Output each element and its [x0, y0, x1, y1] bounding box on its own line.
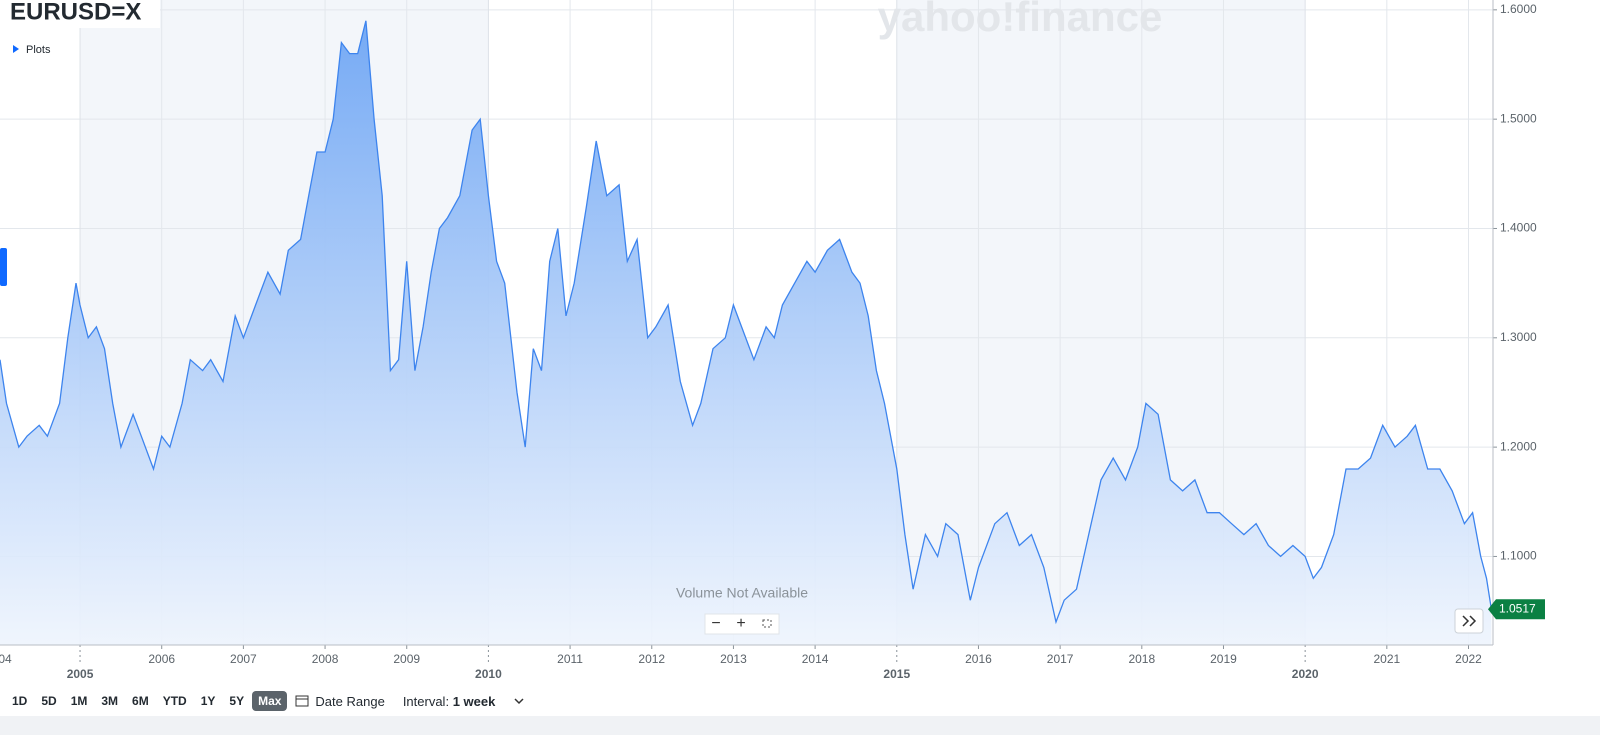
- y-tick-label: 1.2000: [1500, 439, 1537, 453]
- calendar-icon: [295, 695, 309, 707]
- x-tick-label: 2014: [802, 652, 829, 666]
- chart: yahoo!finance EURUSD=X Plots Volume Not …: [0, 0, 1545, 681]
- x-tick-label: 2009: [393, 652, 420, 666]
- range-button[interactable]: 1M: [70, 694, 88, 708]
- x-tick-label: 2021: [1373, 652, 1400, 666]
- side-tab[interactable]: [0, 248, 7, 286]
- interval-label: Interval:: [402, 693, 450, 709]
- x-tick-label-major: 2015: [883, 667, 910, 681]
- x-tick-label: 2008: [312, 652, 339, 666]
- fullscreen[interactable]: [762, 619, 772, 628]
- price-line: [0, 20, 1493, 625]
- range-button[interactable]: 5Y: [229, 694, 245, 708]
- zoom-controls: [704, 613, 780, 635]
- x-tick-label-major: 2020: [1292, 667, 1319, 681]
- y-tick-label: 1.3000: [1500, 330, 1537, 344]
- plots-arrow[interactable]: [13, 45, 19, 53]
- x-tick-label: 2004: [0, 652, 12, 666]
- plots-toggle[interactable]: Plots: [26, 44, 51, 56]
- range-button[interactable]: Max: [252, 691, 288, 711]
- x-tick-label: 2006: [148, 652, 175, 666]
- x-tick-label: 2016: [965, 652, 992, 666]
- range-button[interactable]: 6M: [132, 694, 149, 708]
- x-tick-label: 2022: [1455, 652, 1482, 666]
- range-button[interactable]: 3M: [101, 694, 119, 708]
- chevron: [514, 697, 524, 704]
- zoom-out[interactable]: −: [711, 615, 720, 632]
- interval-value: 1 week: [452, 693, 496, 709]
- bottom-strip: [0, 716, 1600, 735]
- x-tick-label: 2019: [1210, 652, 1237, 666]
- watermark: yahoo!finance: [878, 0, 1163, 40]
- x-tick-label: 2011: [557, 652, 583, 666]
- range-button[interactable]: YTD: [162, 694, 187, 708]
- date-range-label: Date Range: [315, 693, 385, 709]
- last-price-tag: [1488, 599, 1545, 620]
- interval-dropdown[interactable]: [495, 694, 525, 709]
- symbol-title: EURUSD=X: [10, 0, 141, 25]
- x-tick-label: 2007: [230, 652, 257, 666]
- x-tick-label-major: 2010: [475, 667, 502, 681]
- range-button[interactable]: 1Y: [200, 694, 216, 708]
- x-tick-label: 2017: [1047, 652, 1074, 666]
- interval[interactable]: Interval: 1 week: [403, 694, 496, 709]
- area-fill: [0, 20, 1492, 646]
- y-tick-label: 1.4000: [1500, 221, 1537, 235]
- y-tick-label: 1.6000: [1500, 2, 1537, 16]
- y-tick-label: 1.5000: [1500, 111, 1537, 125]
- range-button[interactable]: 1D: [12, 694, 28, 708]
- range-button[interactable]: 5D: [41, 694, 57, 708]
- x-tick-label-major: 2005: [67, 667, 94, 681]
- last-price-label: 1.0517: [1499, 601, 1536, 615]
- y-tick-label: 1.1000: [1500, 549, 1537, 563]
- x-tick-label: 2013: [720, 652, 747, 666]
- toolbar: 1D 5D 1M 3M 6M YTD 1Y 5Y Max Date Range Interval: …: [0, 688, 525, 714]
- zoom-in[interactable]: +: [736, 615, 745, 632]
- title-box: [0, 0, 160, 28]
- volume-note: Volume Not Available: [676, 585, 808, 601]
- date-range[interactable]: Date Range: [295, 693, 385, 709]
- x-tick-label: 2012: [638, 652, 665, 666]
- x-tick-label: 2018: [1128, 652, 1155, 666]
- scroll-end-icon: [1462, 615, 1477, 627]
